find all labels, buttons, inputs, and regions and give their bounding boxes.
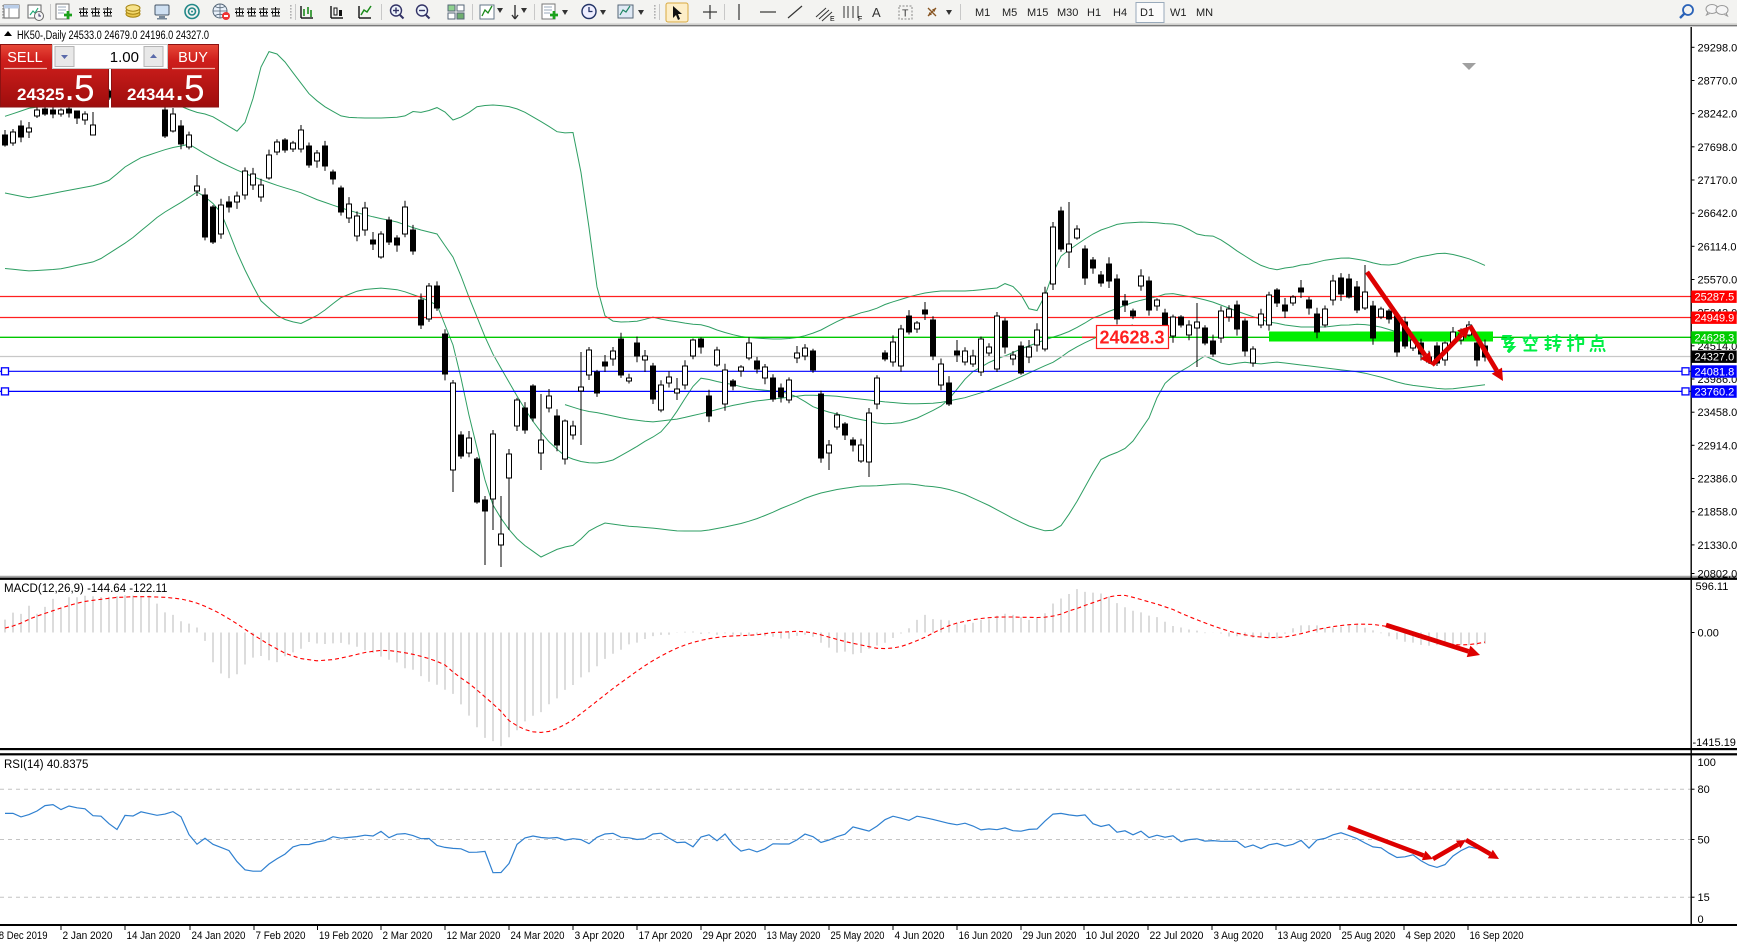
svg-text:22386.0: 22386.0 (1698, 474, 1737, 486)
svg-text:25 May 2020: 25 May 2020 (831, 930, 885, 942)
svg-text:80: 80 (1698, 784, 1710, 796)
svg-text:25287.5: 25287.5 (1695, 292, 1735, 304)
svg-text:20802.0: 20802.0 (1698, 569, 1737, 581)
svg-text:MN: MN (1196, 7, 1213, 19)
svg-text:29298.0: 29298.0 (1698, 42, 1737, 54)
svg-text:BUY: BUY (178, 50, 208, 66)
svg-text:14 Jan 2020: 14 Jan 2020 (127, 930, 181, 942)
svg-text:M1: M1 (975, 7, 990, 19)
svg-text:22 Jul 2020: 22 Jul 2020 (1150, 930, 1204, 942)
svg-text:26114.0: 26114.0 (1698, 241, 1737, 253)
svg-text:25 Aug 2020: 25 Aug 2020 (1342, 930, 1396, 942)
svg-text:1.00: 1.00 (110, 49, 139, 66)
svg-text:15: 15 (1698, 892, 1710, 904)
svg-text:A: A (872, 5, 881, 20)
svg-text:5: 5 (74, 68, 95, 109)
svg-text:27170.0: 27170.0 (1698, 175, 1737, 187)
svg-text:28770.0: 28770.0 (1698, 76, 1737, 88)
svg-text:21858.0: 21858.0 (1698, 507, 1737, 519)
svg-text:17 Apr 2020: 17 Apr 2020 (639, 930, 693, 942)
svg-text:16 Jun 2020: 16 Jun 2020 (959, 930, 1013, 942)
svg-text:13 May 2020: 13 May 2020 (767, 930, 821, 942)
svg-text:24327.0: 24327.0 (1695, 352, 1735, 364)
svg-text:22914.0: 22914.0 (1698, 440, 1737, 452)
svg-text:H4: H4 (1113, 7, 1127, 19)
svg-text:27698.0: 27698.0 (1698, 142, 1737, 154)
svg-text:18 Dec 2019: 18 Dec 2019 (0, 930, 48, 942)
svg-text:2 Mar 2020: 2 Mar 2020 (383, 930, 433, 942)
svg-text:10 Jul 2020: 10 Jul 2020 (1086, 930, 1140, 942)
svg-text:MACD(12,26,9) -144.64 -122.11: MACD(12,26,9) -144.64 -122.11 (4, 583, 167, 595)
svg-text:2 Jan 2020: 2 Jan 2020 (63, 930, 113, 942)
svg-text:29 Jun 2020: 29 Jun 2020 (1023, 930, 1077, 942)
svg-text:F: F (858, 16, 862, 23)
svg-text:12 Mar 2020: 12 Mar 2020 (447, 930, 501, 942)
svg-text:E: E (830, 16, 835, 23)
svg-text:28242.0: 28242.0 (1698, 109, 1737, 121)
svg-text:-1415.19: -1415.19 (1693, 737, 1736, 749)
svg-text:21330.0: 21330.0 (1698, 540, 1737, 552)
svg-text:0.00: 0.00 (1698, 628, 1719, 640)
svg-text:50: 50 (1698, 835, 1710, 847)
svg-text:W1: W1 (1170, 7, 1187, 19)
svg-text:RSI(14) 40.8375: RSI(14) 40.8375 (4, 759, 88, 771)
svg-text:24325: 24325 (17, 85, 64, 104)
svg-text:24628.3: 24628.3 (1695, 332, 1735, 344)
svg-text:23760.2: 23760.2 (1695, 386, 1735, 398)
svg-text:24628.3: 24628.3 (1099, 328, 1164, 348)
svg-text:19 Feb 2020: 19 Feb 2020 (319, 930, 373, 942)
svg-text:3 Aug 2020: 3 Aug 2020 (1214, 930, 1264, 942)
svg-text:HK50-,Daily 24533.0 24679.0 2: HK50-,Daily 24533.0 24679.0 24196.0 2432… (17, 30, 209, 42)
svg-text:24514.0: 24514.0 (1698, 341, 1737, 353)
svg-text:24 Jan 2020: 24 Jan 2020 (192, 930, 246, 942)
svg-text:596.11: 596.11 (1696, 581, 1729, 593)
svg-text:SELL: SELL (7, 50, 42, 66)
svg-text:24081.8: 24081.8 (1695, 366, 1735, 378)
svg-text:0: 0 (1698, 914, 1704, 926)
svg-text:26642.0: 26642.0 (1698, 208, 1737, 220)
svg-text:23458.0: 23458.0 (1698, 407, 1737, 419)
svg-text:29 Apr 2020: 29 Apr 2020 (703, 930, 757, 942)
svg-text:M30: M30 (1057, 7, 1078, 19)
svg-text:.: . (66, 76, 73, 106)
svg-text:25570.0: 25570.0 (1698, 275, 1737, 287)
svg-text:H1: H1 (1087, 7, 1101, 19)
svg-text:4 Jun 2020: 4 Jun 2020 (895, 930, 945, 942)
svg-text:16 Sep 2020: 16 Sep 2020 (1470, 930, 1524, 942)
svg-text:M5: M5 (1002, 7, 1017, 19)
svg-text:M15: M15 (1027, 7, 1048, 19)
svg-text:7 Feb 2020: 7 Feb 2020 (256, 930, 306, 942)
svg-text:4 Sep 2020: 4 Sep 2020 (1406, 930, 1456, 942)
svg-text:5: 5 (184, 68, 205, 109)
svg-text:24949.9: 24949.9 (1695, 313, 1735, 325)
svg-text:.: . (176, 76, 183, 106)
svg-text:D1: D1 (1140, 7, 1154, 19)
svg-text:13 Aug 2020: 13 Aug 2020 (1278, 930, 1332, 942)
svg-text:T: T (902, 8, 909, 20)
svg-text:24344: 24344 (127, 85, 175, 104)
svg-text:3 Apr 2020: 3 Apr 2020 (575, 930, 625, 942)
svg-text:100: 100 (1698, 757, 1716, 769)
svg-text:24 Mar 2020: 24 Mar 2020 (511, 930, 565, 942)
